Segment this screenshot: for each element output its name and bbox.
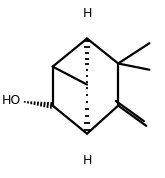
Text: HO: HO xyxy=(2,94,21,108)
Text: H: H xyxy=(82,154,92,167)
Text: H: H xyxy=(82,7,92,20)
